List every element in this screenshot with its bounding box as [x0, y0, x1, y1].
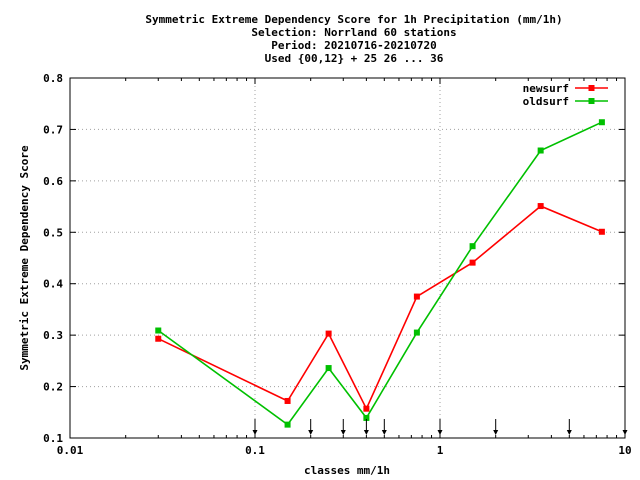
y-tick-label: 0.2: [43, 381, 63, 394]
class-limit-arrow: [308, 419, 314, 435]
arrow-head: [363, 430, 369, 435]
data-point-oldsurf: [413, 329, 420, 336]
chart-title: Symmetric Extreme Dependency Score for 1…: [145, 13, 562, 65]
class-limit-arrow: [622, 419, 628, 435]
legend-label: newsurf: [523, 82, 569, 95]
data-point-newsurf: [537, 203, 544, 210]
legend-entry-newsurf: newsurf: [523, 82, 608, 95]
data-point-oldsurf: [325, 365, 332, 372]
y-tick-label: 0.5: [43, 226, 63, 239]
arrow-head: [437, 430, 443, 435]
x-axis-label: classes mm/1h: [304, 464, 390, 477]
arrow-head: [340, 430, 346, 435]
legend-marker: [588, 98, 595, 104]
series-line-newsurf: [157, 205, 603, 411]
title-line-4: Used {00,12} + 25 26 ... 36: [265, 52, 444, 65]
class-limit-arrow: [340, 419, 346, 435]
class-limit-arrow: [437, 419, 443, 435]
legend-label: oldsurf: [523, 95, 569, 108]
plot-frame: [69, 77, 626, 439]
arrow-head: [622, 430, 628, 435]
data-point-oldsurf: [469, 243, 476, 250]
y-axis-label: Symmetric Extreme Dependency Score: [18, 145, 31, 371]
data-point-newsurf: [413, 293, 420, 300]
data-point-newsurf: [363, 405, 370, 412]
title-line-3: Period: 20210716-20210720: [271, 39, 437, 52]
data-point-oldsurf: [155, 327, 162, 334]
data-point-newsurf: [598, 228, 605, 235]
arrow-head: [252, 430, 258, 435]
data-point-oldsurf: [598, 119, 605, 126]
legend-entry-oldsurf: oldsurf: [523, 95, 608, 108]
class-limit-arrow: [381, 419, 387, 435]
x-tick-label: 10: [618, 444, 631, 457]
data-point-oldsurf: [537, 147, 544, 154]
arrow-head: [493, 430, 499, 435]
class-limit-arrow: [493, 419, 499, 435]
legend-marker: [588, 85, 595, 91]
data-point-oldsurf: [284, 421, 291, 428]
y-tick-label: 0.4: [43, 278, 63, 291]
x-tick-label: 0.1: [245, 444, 265, 457]
data-point-newsurf: [325, 330, 332, 337]
class-limit-arrow: [363, 419, 369, 435]
class-limit-arrow: [252, 419, 258, 435]
series-layer: [155, 119, 605, 428]
title-line-2: Selection: Norrland 60 stations: [251, 26, 456, 39]
data-point-newsurf: [284, 397, 291, 404]
y-tick-label: 0.3: [43, 329, 63, 342]
y-tick-label: 0.6: [43, 175, 63, 188]
x-tick-label: 0.01: [57, 444, 84, 457]
data-point-oldsurf: [363, 414, 370, 421]
arrow-head: [381, 430, 387, 435]
data-point-newsurf: [469, 259, 476, 266]
data-point-newsurf: [155, 335, 162, 342]
series-line-oldsurf: [157, 121, 603, 426]
arrow-head: [308, 430, 314, 435]
y-tick-label: 0.7: [43, 123, 63, 136]
arrow-head: [566, 430, 572, 435]
class-limit-arrow: [566, 419, 572, 435]
class-limit-arrows: [252, 419, 628, 435]
title-line-1: Symmetric Extreme Dependency Score for 1…: [145, 13, 562, 26]
axis-ticks: 0.10.20.30.40.50.60.70.80.01 0.1 1 10: [43, 72, 632, 457]
grid: [70, 78, 625, 438]
x-tick-label: 1: [437, 444, 444, 457]
y-tick-label: 0.1: [43, 432, 63, 445]
y-tick-label: 0.8: [43, 72, 63, 85]
